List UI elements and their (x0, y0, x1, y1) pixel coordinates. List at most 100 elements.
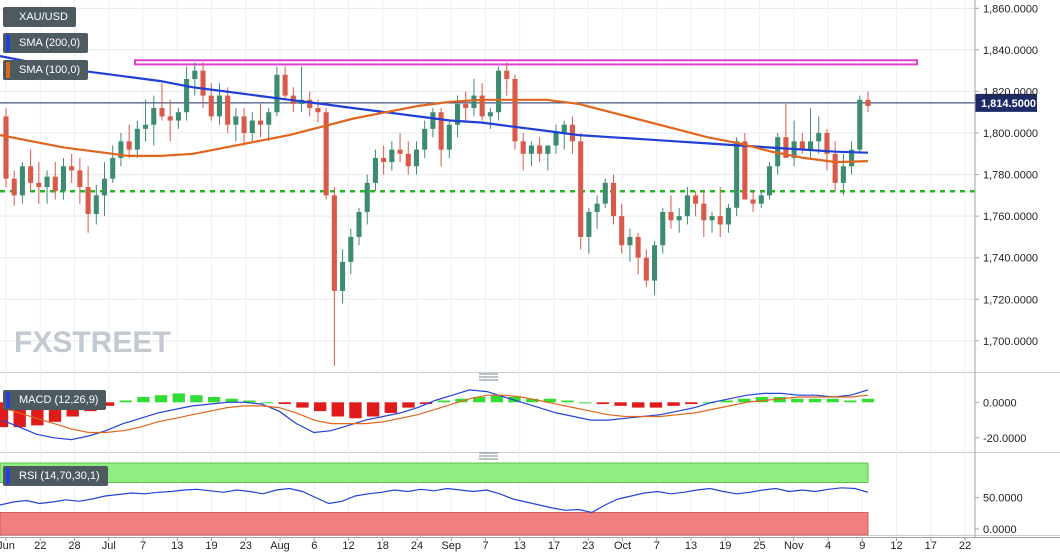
rsi-tick-label: 0.0000 (983, 524, 1017, 536)
sma200-tag[interactable]: SMA (200,0) (3, 33, 89, 53)
candle-body (857, 99, 863, 150)
candle-body (52, 176, 58, 192)
macd-histogram-bar (596, 402, 610, 405)
candle-body (36, 182, 42, 188)
macd-histogram-bar (154, 395, 168, 403)
candle-body (717, 216, 723, 225)
candle-body (28, 166, 34, 183)
macd-histogram-bar (349, 402, 362, 419)
candle-body (528, 145, 534, 154)
candle-body (586, 211, 592, 237)
macd-histogram-bar (649, 402, 663, 408)
annotations: 1,814.5000 (0, 59, 1037, 193)
macd-histogram-bar (472, 396, 486, 403)
candle-body (454, 103, 461, 125)
price-tick-label: 1,820.0000 (983, 86, 1038, 98)
candle-body (496, 70, 502, 113)
candle-body (200, 70, 206, 96)
candle-body (372, 157, 378, 183)
candle-body (463, 103, 469, 109)
candle-body (832, 153, 838, 183)
candle-body (101, 178, 108, 196)
candle-body (266, 112, 272, 125)
candle-body (307, 99, 313, 109)
candle-body (126, 141, 132, 150)
symbol-label: XAU/USD (19, 11, 68, 23)
candle-body (775, 137, 781, 167)
candle-body (77, 170, 83, 188)
candle-body (824, 133, 830, 154)
price-tick-label: 1,720.0000 (983, 294, 1038, 306)
candle-body (668, 211, 674, 221)
time-tick-label: Jun (0, 540, 15, 552)
last-price-label-bg (975, 93, 1037, 112)
time-tick-label: 24 (411, 540, 423, 552)
macd-histogram-bar (296, 402, 309, 408)
macd-histogram-bar (579, 402, 592, 404)
time-tick-label: Sep (441, 540, 461, 552)
macd-histogram-bar (402, 402, 415, 408)
candle-body (356, 211, 362, 237)
candle-body (807, 141, 814, 150)
candle-body (799, 141, 805, 150)
sma-line (0, 55, 869, 154)
candles (3, 62, 871, 366)
rsi-swatch (6, 468, 10, 484)
candle-body (652, 245, 658, 281)
sma100-label: SMA (100,0) (19, 64, 81, 76)
candle-body (709, 216, 715, 221)
candle-body (208, 95, 214, 117)
candle-body (44, 176, 50, 188)
time-tick-label: 13 (171, 540, 183, 552)
candle-body (60, 166, 67, 192)
candle-body (143, 124, 149, 129)
candle-body (734, 141, 740, 208)
macd-histogram-bar (137, 396, 150, 403)
macd-histogram-bar (419, 402, 433, 405)
price-tick-label: 1,740.0000 (983, 253, 1038, 265)
sma100-tag[interactable]: SMA (100,0) (3, 60, 89, 80)
candle-body (849, 149, 855, 167)
sma200-label: SMA (200,0) (19, 37, 81, 49)
candle-body (184, 78, 190, 113)
time-tick-label: 7 (482, 540, 488, 552)
macd-histogram-bar (172, 393, 185, 403)
sma100-swatch (6, 62, 10, 78)
macd-tick-label: 0.0000 (983, 397, 1017, 409)
time-tick-label: Oct (614, 540, 631, 552)
price-tick-label: 1,780.0000 (983, 170, 1038, 182)
symbol-tag[interactable]: XAU/USD (3, 7, 76, 27)
watermark-layer: FXSTREET (14, 326, 171, 359)
macd-histogram-bar (614, 402, 627, 406)
macd-histogram-bar (455, 398, 468, 403)
macd-swatch (6, 392, 10, 408)
macd-tag[interactable]: MACD (12,26,9) (3, 390, 107, 410)
candle-body (159, 108, 165, 117)
macd-signal-line (1, 394, 869, 434)
rsi-tag[interactable]: RSI (14,70,30,1) (3, 466, 108, 486)
time-tick-label: 12 (342, 540, 354, 552)
grid (0, 0, 1060, 536)
candle-body (331, 195, 337, 291)
macd-histogram-bar (384, 402, 398, 413)
candle-body (151, 108, 157, 125)
candle-body (594, 203, 600, 212)
macd-histogram-bar (561, 400, 574, 403)
candle-body (241, 116, 247, 134)
macd-histogram-bar (366, 402, 380, 417)
macd-tick-label: -20.0000 (983, 433, 1026, 445)
candle-body (85, 187, 91, 215)
candle-body (233, 116, 239, 125)
candle-body (520, 141, 526, 154)
candle-body (397, 149, 403, 154)
candle-body (742, 141, 748, 200)
time-tick-label: 12 (890, 540, 902, 552)
macd-histogram-bar (331, 402, 344, 417)
candle-body (446, 124, 452, 150)
candle-body (479, 95, 485, 117)
candle-body (635, 236, 641, 258)
pane-splitters[interactable] (479, 373, 498, 460)
candle-body (340, 261, 346, 291)
sma-line (0, 98, 869, 164)
